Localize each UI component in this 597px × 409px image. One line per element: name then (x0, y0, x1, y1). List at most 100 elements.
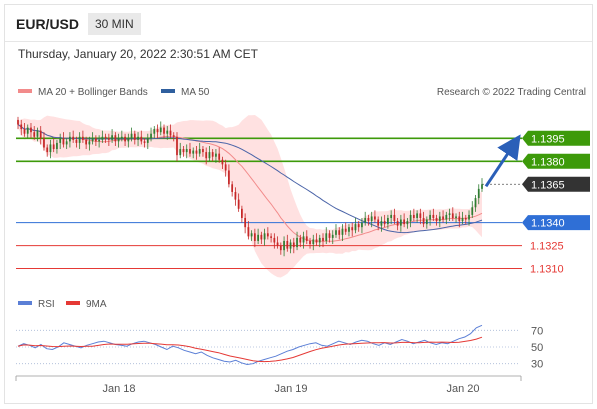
candle-body (273, 237, 276, 243)
bollinger-band-area (18, 115, 482, 278)
rsi-panel: 70 50 30 (16, 324, 543, 371)
candle-body (464, 217, 467, 220)
candle-body (221, 159, 224, 165)
candle-body (390, 214, 393, 218)
level-label-1.1340: 1.1340 (531, 218, 565, 230)
bollinger-bands (18, 115, 482, 278)
candle-body (172, 135, 175, 137)
rsi-tick-label: 30 (531, 359, 543, 371)
rsi-ma-legend-swatch (66, 301, 80, 305)
candle-body (260, 234, 263, 240)
candle-body (39, 130, 42, 139)
candle-body (17, 119, 19, 125)
candle-body (62, 138, 65, 145)
candle-body (46, 147, 49, 153)
candle-body (328, 233, 331, 238)
candle-body (279, 245, 282, 251)
candle-body (163, 127, 165, 134)
candle-body (266, 233, 269, 237)
candle-body (432, 214, 435, 218)
candle-body (455, 216, 457, 218)
candle-body (305, 236, 308, 241)
candle-body (120, 136, 123, 139)
candle-body (153, 129, 156, 134)
rsi-ma-line (17, 336, 483, 363)
candle-body (231, 184, 234, 192)
chart-card: EUR/USD 30 MIN Thursday, January 20, 202… (4, 4, 593, 404)
ma20-legend-swatch (18, 89, 32, 93)
candle-body (185, 149, 188, 153)
credit-label: Research © 2022 Trading Central (437, 87, 586, 98)
candle-body (49, 144, 52, 153)
candle-body (215, 153, 217, 157)
candle-body (75, 139, 78, 143)
candle-body (33, 132, 36, 137)
candle-body (30, 127, 32, 133)
candle-body (72, 136, 75, 140)
rsi-ma-legend-label: 9MA (86, 299, 107, 310)
candle-body (250, 233, 253, 237)
candle-body (65, 141, 68, 145)
level-label-1.1365: 1.1365 (531, 179, 565, 191)
candle-body (335, 230, 337, 235)
candle-body (474, 198, 477, 208)
candle-body (286, 240, 289, 249)
candle-body (263, 233, 266, 240)
candle-body (477, 188, 480, 199)
candle-body (296, 237, 298, 248)
level-label-1.1325: 1.1325 (530, 241, 564, 253)
candle-body (344, 228, 347, 232)
level-tag-1.1365 (522, 176, 590, 192)
datetime-label: Thursday, January 20, 2022 2:30:51 AM CE… (18, 47, 258, 61)
trend-arrow (484, 134, 521, 188)
candle-body (88, 141, 91, 145)
candle-body (331, 234, 334, 238)
timeframe-button[interactable]: 30 MIN (88, 13, 141, 35)
candle-body (43, 138, 45, 148)
candle-body (325, 233, 328, 241)
candle-body (176, 136, 178, 156)
candle-body (23, 129, 26, 134)
candle-body (224, 164, 227, 171)
candle-body (458, 216, 461, 222)
candle-body (244, 217, 247, 228)
x-tick-label: Jan 20 (446, 383, 479, 395)
candle-body (299, 237, 302, 243)
candle-body (419, 213, 422, 218)
candle-body (156, 129, 159, 133)
candle-body (189, 149, 191, 154)
candle-body (357, 224, 360, 228)
candles (17, 116, 483, 257)
level-tag-1.1395 (522, 130, 590, 146)
candle-body (182, 149, 185, 153)
candle-body (205, 152, 208, 159)
candle-body (312, 239, 315, 245)
candle-body (127, 138, 130, 142)
candle-body (218, 153, 221, 160)
candle-body (338, 230, 341, 235)
candle-body (348, 227, 350, 232)
candle-body (247, 227, 250, 237)
candle-body (82, 136, 84, 140)
level-tag-1.1380 (522, 153, 590, 169)
candle-body (85, 139, 88, 145)
candle-body (351, 227, 354, 231)
candle-body (292, 242, 295, 248)
candle-body (159, 127, 162, 133)
candle-body (253, 233, 256, 241)
candle-body (406, 221, 409, 225)
candle-body (309, 240, 311, 245)
candle-body (412, 214, 415, 218)
ma50-legend-label: MA 50 (181, 87, 210, 98)
candle-body (370, 216, 373, 222)
candle-body (445, 214, 448, 220)
candle-body (283, 240, 285, 251)
candle-body (114, 135, 117, 142)
candle-body (234, 191, 237, 200)
candle-body (98, 139, 101, 142)
rsi-legend-swatch (18, 301, 32, 305)
candle-body (211, 152, 214, 157)
candle-body (399, 219, 402, 226)
candle-body (195, 150, 198, 154)
